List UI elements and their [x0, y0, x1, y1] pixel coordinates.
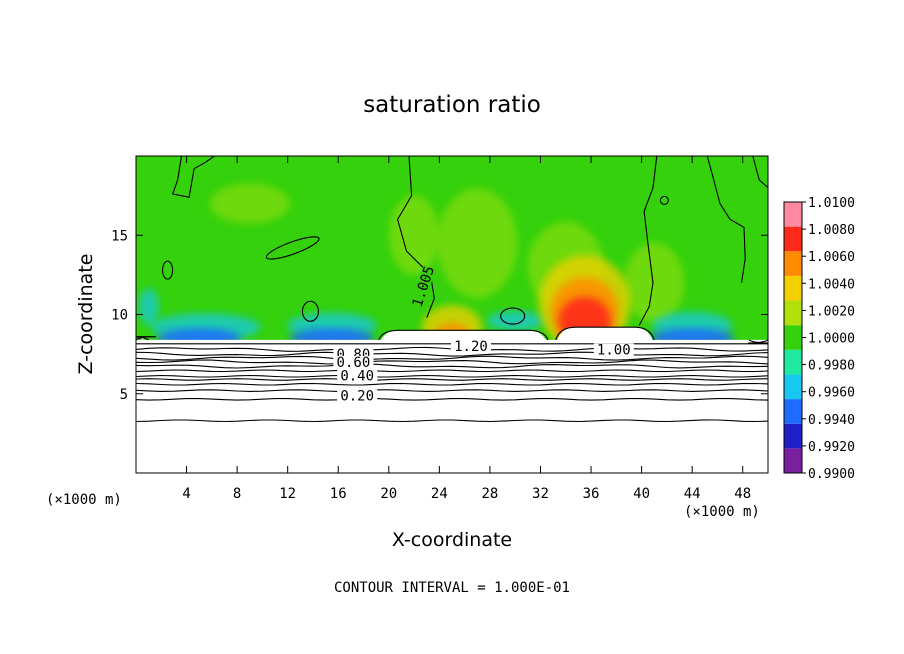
colorbar-label: 1.0020	[808, 304, 855, 319]
colorbar-label: 0.9960	[808, 386, 855, 401]
colorbar-label: 1.0040	[808, 277, 855, 292]
x-tick-label: 44	[684, 486, 701, 502]
colorbar-label: 0.9900	[808, 467, 855, 482]
x-tick-label: 8	[233, 486, 241, 502]
colorbar-swatch	[784, 374, 802, 400]
x-tick-label: 28	[481, 486, 498, 502]
contour-label-bg	[450, 340, 491, 354]
contour-line	[500, 307, 526, 325]
contour-label-bg	[337, 369, 378, 383]
colorbar-swatch	[784, 226, 802, 252]
contour-label-bg	[337, 389, 378, 403]
contour-line	[378, 329, 549, 341]
contour-line	[136, 389, 768, 392]
x-tick-label: 40	[633, 486, 650, 502]
contour-label-bg	[593, 343, 634, 357]
contour-line	[136, 363, 768, 369]
contour-line	[301, 300, 319, 322]
contour-line	[136, 382, 768, 386]
colorbar-swatch	[784, 275, 802, 301]
x-tick-label: 48	[734, 486, 751, 502]
y-unit-label: (×1000 m)	[46, 492, 122, 508]
contour-line	[752, 156, 768, 189]
contour-line	[136, 359, 768, 365]
field-dry-patch	[138, 288, 159, 325]
contour-line	[136, 351, 768, 357]
contour-label-bg	[333, 356, 374, 370]
y-tick-label: 10	[111, 308, 128, 324]
x-tick-label: 12	[279, 486, 296, 502]
contour-label: 1.00	[597, 342, 631, 358]
field-lower-layer	[136, 339, 768, 473]
colorbar-swatch	[784, 251, 802, 276]
contour-line	[659, 195, 669, 205]
x-tick-label: 32	[532, 486, 549, 502]
y-tick-label: 5	[120, 387, 128, 403]
colorbar-label: 1.0000	[808, 332, 855, 347]
colorbar-label: 0.9920	[808, 440, 855, 455]
contour-line	[136, 398, 768, 401]
saturation-field	[136, 156, 768, 473]
contour-label: 1.20	[454, 339, 488, 355]
colorbar-swatch	[784, 202, 802, 227]
contour-interval-note: CONTOUR INTERVAL = 1.000E-01	[334, 580, 570, 596]
x-tick-label: 20	[380, 486, 397, 502]
colorbar-label: 1.0100	[808, 196, 855, 211]
y-tick-label: 15	[111, 228, 128, 244]
field-moist-patch	[624, 242, 685, 323]
contour-line	[747, 339, 768, 344]
x-tick-label: 36	[583, 486, 600, 502]
contour-label-bg	[411, 265, 436, 308]
colorbar: 0.9900 0.9920 0.9940 0.9960 0.9980 1.0000 1.00…	[783, 196, 855, 482]
contour-line	[136, 378, 768, 381]
colorbar-swatch	[784, 399, 802, 424]
contour-line	[638, 156, 658, 326]
colorbar-swatch	[784, 325, 802, 350]
contour-line	[136, 369, 768, 373]
field-moist-patch	[209, 183, 290, 224]
x-unit-label: (×1000 m)	[684, 504, 760, 520]
x-tick-label: 24	[431, 486, 448, 502]
colorbar-label: 0.9980	[808, 359, 855, 374]
x-tick-label: 16	[330, 486, 347, 502]
x-axis-ticks: 4 8 12 16 20 24 28 32 36 40 44 48	[182, 156, 751, 502]
contour-line	[136, 419, 768, 423]
colorbar-swatch	[784, 300, 802, 326]
colorbar-swatch	[784, 448, 802, 473]
contour-line	[171, 156, 215, 198]
contour-label: 0.60	[337, 355, 371, 371]
colorbar-swatch	[784, 349, 802, 375]
field-moist-patch	[389, 195, 440, 276]
plot-area	[136, 156, 768, 473]
contour-line	[136, 374, 768, 378]
field-dry-patch	[487, 310, 544, 331]
x-tick-label: 4	[182, 486, 190, 502]
contour-line	[265, 236, 320, 260]
contour-line	[136, 336, 157, 341]
contour-line	[397, 156, 435, 318]
contour-line	[555, 326, 655, 341]
contour-label: 0.20	[340, 388, 374, 404]
contour-line	[162, 260, 174, 280]
contour-lines	[136, 156, 768, 423]
colorbar-label: 1.0080	[808, 223, 855, 238]
y-axis-ticks: 5 10 15	[111, 228, 768, 403]
colorbar-label: 1.0060	[808, 250, 855, 265]
contour-line	[136, 355, 768, 361]
contour-line	[706, 156, 746, 283]
y-axis-label: Z-coordinate	[75, 254, 97, 375]
field-moist-patch	[437, 188, 518, 299]
x-axis-label: X-coordinate	[392, 529, 512, 551]
colorbar-swatch	[784, 423, 802, 449]
colorbar-label: 0.9940	[808, 413, 855, 428]
chart-title: saturation ratio	[363, 92, 541, 118]
contour-label: 0.40	[340, 368, 374, 384]
